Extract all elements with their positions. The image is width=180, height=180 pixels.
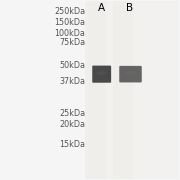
Text: 20kDa: 20kDa [60, 120, 86, 129]
Bar [113, 1, 134, 179]
Text: 25kDa: 25kDa [59, 109, 86, 118]
Text: 250kDa: 250kDa [54, 7, 86, 16]
Bar [89, 1, 179, 179]
Text: 15kDa: 15kDa [60, 140, 86, 149]
Text: 50kDa: 50kDa [60, 61, 86, 70]
Ellipse shape [97, 71, 106, 75]
Text: 150kDa: 150kDa [55, 18, 86, 27]
FancyBboxPatch shape [92, 66, 111, 83]
Text: 75kDa: 75kDa [59, 38, 86, 47]
Text: 100kDa: 100kDa [55, 29, 86, 38]
Bar [85, 1, 106, 179]
Ellipse shape [125, 71, 136, 75]
Text: 37kDa: 37kDa [60, 77, 86, 86]
Text: B: B [126, 3, 133, 13]
FancyBboxPatch shape [119, 66, 142, 82]
Text: A: A [98, 3, 105, 13]
